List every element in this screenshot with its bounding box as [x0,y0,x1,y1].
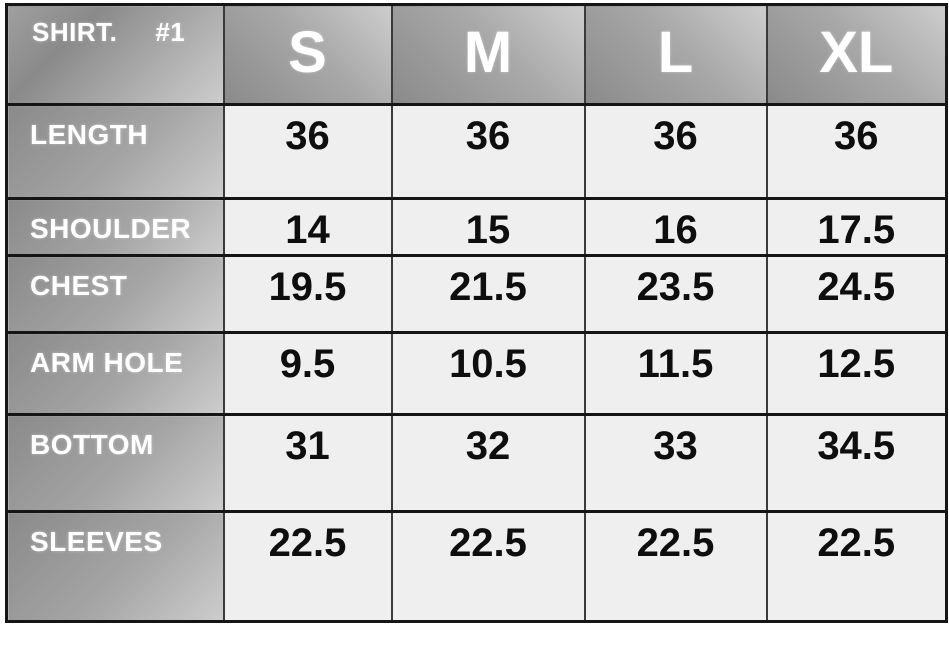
header-row: SHIRT. #1 S M L XL [5,3,948,106]
measurement-value: 21.5 [390,254,586,334]
table-row: ARM HOLE 9.5 10.5 11.5 12.5 [5,331,948,416]
measurement-label: ARM HOLE [5,331,225,416]
size-column-header-xl: XL [765,3,948,106]
measurement-value: 36 [765,103,948,200]
measurement-label: SHOULDER [5,197,225,257]
measurement-value: 24.5 [765,254,948,334]
table-row: LENGTH 36 36 36 36 [5,103,948,200]
table-row: BOTTOM 31 32 33 34.5 [5,413,948,513]
measurement-value: 19.5 [222,254,393,334]
chart-number: #1 [155,17,186,47]
measurement-value: 14 [222,197,393,257]
measurement-value: 9.5 [222,331,393,416]
chart-title-cell: SHIRT. #1 [5,3,225,106]
size-column-header-l: L [583,3,768,106]
measurement-value: 22.5 [583,510,768,623]
table-row: SHOULDER 14 15 16 17.5 [5,197,948,257]
table-row: CHEST 19.5 21.5 23.5 24.5 [5,254,948,334]
measurements-body: LENGTH 36 36 36 36 SHOULDER 14 15 16 17.5 CHEST 19.… [5,103,948,623]
measurement-value: 33 [583,413,768,513]
measurement-value: 15 [390,197,586,257]
measurement-value: 16 [583,197,768,257]
size-column-header-s: S [222,3,393,106]
size-chart: SHIRT. #1 S M L XL LENGTH 36 36 36 36 SHOULDER 14 1… [5,3,948,623]
measurement-value: 36 [390,103,586,200]
measurement-value: 34.5 [765,413,948,513]
measurement-value: 22.5 [222,510,393,623]
measurement-label: SLEEVES [5,510,225,623]
size-table: SHIRT. #1 S M L XL LENGTH 36 36 36 36 SHOULDER 14 1… [5,3,948,623]
measurement-value: 36 [583,103,768,200]
measurement-value: 23.5 [583,254,768,334]
measurement-label: CHEST [5,254,225,334]
measurement-value: 12.5 [765,331,948,416]
table-row: SLEEVES 22.5 22.5 22.5 22.5 [5,510,948,623]
measurement-value: 36 [222,103,393,200]
measurement-label: LENGTH [5,103,225,200]
size-table-header: SHIRT. #1 S M L XL [5,3,948,106]
measurement-value: 11.5 [583,331,768,416]
measurement-label: BOTTOM [5,413,225,513]
measurement-value: 10.5 [390,331,586,416]
measurement-value: 17.5 [765,197,948,257]
measurement-value: 32 [390,413,586,513]
measurement-value: 22.5 [390,510,586,623]
size-column-header-m: M [390,3,586,106]
measurement-value: 31 [222,413,393,513]
measurement-value: 22.5 [765,510,948,623]
chart-title: SHIRT. [32,17,118,47]
